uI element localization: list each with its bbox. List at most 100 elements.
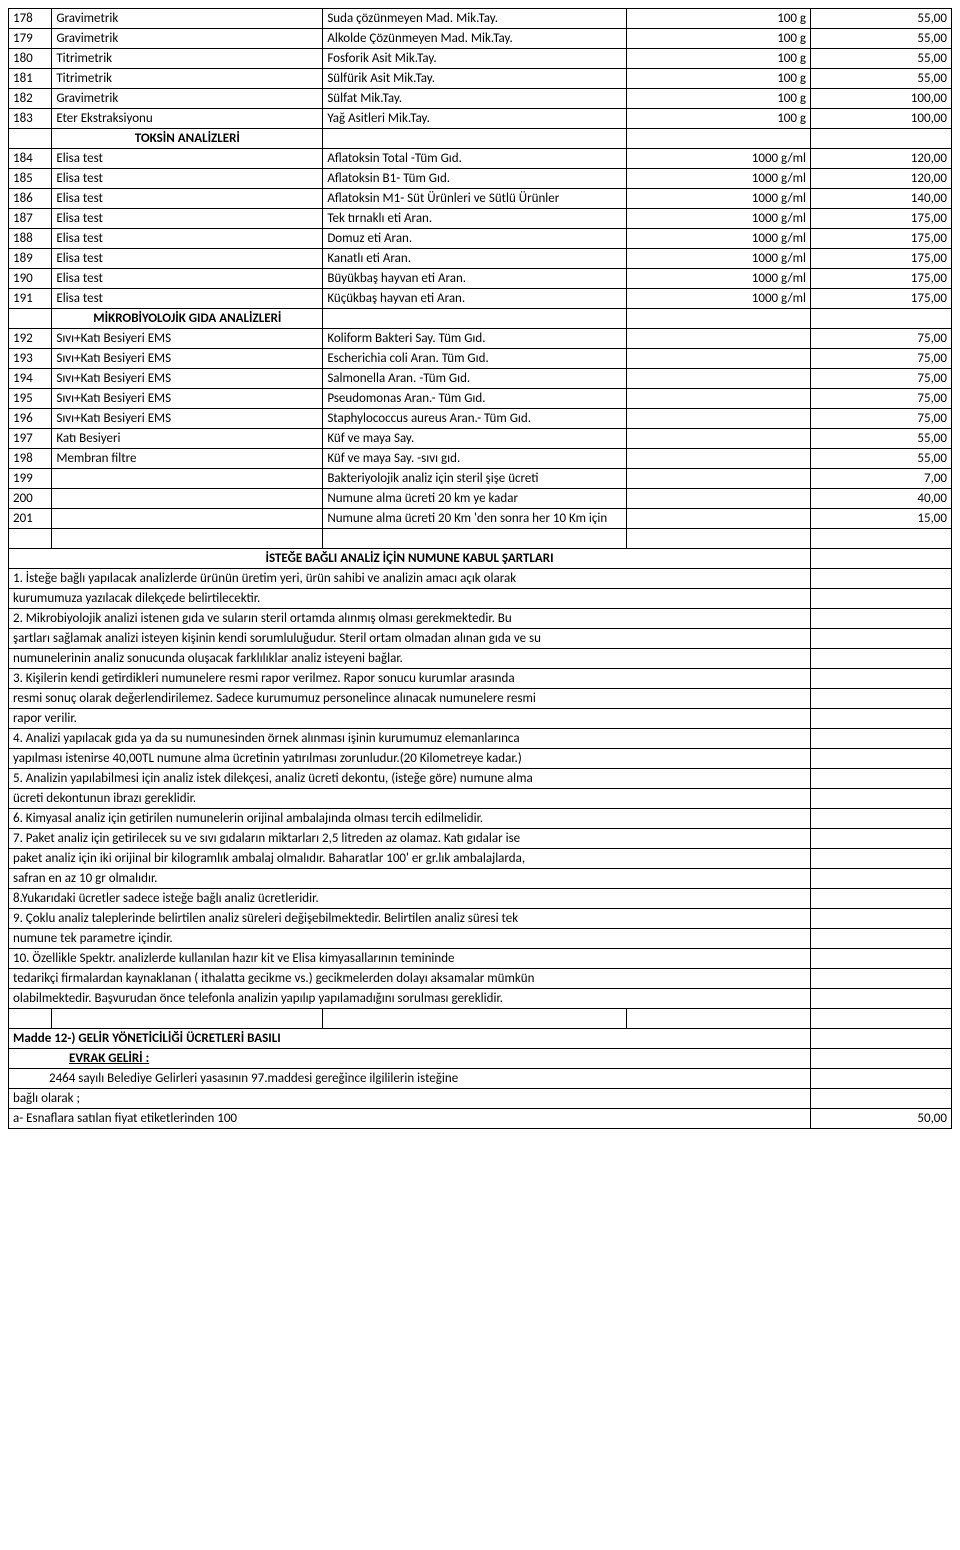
- cell-desc: Pseudomonas Aran.- Tüm Gıd.: [323, 389, 626, 409]
- text-line: 9. Çoklu analiz taleplerinde belirtilen …: [9, 909, 811, 929]
- cell-name: Elisa test: [52, 289, 323, 309]
- cell-num: 188: [9, 229, 52, 249]
- cell-qty: 1000 g/ml: [626, 149, 810, 169]
- cell-name: Elisa test: [52, 149, 323, 169]
- cell-num: 181: [9, 69, 52, 89]
- cell-num: 199: [9, 469, 52, 489]
- text-line: safran en az 10 gr olmalıdır.: [9, 869, 811, 889]
- cell-name: Elisa test: [52, 229, 323, 249]
- cell-num: 201: [9, 509, 52, 529]
- cell-name: Elisa test: [52, 209, 323, 229]
- cell-num: 186: [9, 189, 52, 209]
- cell-price: 175,00: [811, 289, 952, 309]
- text-line: 8.Yukarıdaki ücretler sadece isteğe bağl…: [9, 889, 811, 909]
- cell-price: 175,00: [811, 229, 952, 249]
- cell-qty: [626, 369, 810, 389]
- cell-name: Sıvı+Katı Besiyeri EMS: [52, 369, 323, 389]
- cell-num: 180: [9, 49, 52, 69]
- cell-desc: Aflatoksin M1- Süt Ürünleri ve Sütlü Ürü…: [323, 189, 626, 209]
- cell-price: 55,00: [811, 449, 952, 469]
- cell-price: 55,00: [811, 49, 952, 69]
- text-line: ücreti dekontunun ibrazı gereklidir.: [9, 789, 811, 809]
- cell-qty: [626, 449, 810, 469]
- cell-desc: Staphylococcus aureus Aran.- Tüm Gıd.: [323, 409, 626, 429]
- text-line: 5. Analizin yapılabilmesi için analiz is…: [9, 769, 811, 789]
- text-line: kurumumuza yazılacak dilekçede belirtile…: [9, 589, 811, 609]
- cell-num: 191: [9, 289, 52, 309]
- cell-desc: Aflatoksin Total -Tüm Gıd.: [323, 149, 626, 169]
- cell-price: 75,00: [811, 389, 952, 409]
- text-line: olabilmektedir. Başvurudan önce telefonl…: [9, 989, 811, 1009]
- cell-qty: 1000 g/ml: [626, 169, 810, 189]
- cell-qty: [626, 349, 810, 369]
- cell-qty: [626, 489, 810, 509]
- cell-price: 100,00: [811, 89, 952, 109]
- cell-desc: Suda çözünmeyen Mad. Mik.Tay.: [323, 9, 626, 29]
- cell-qty: 1000 g/ml: [626, 209, 810, 229]
- cell-name: [52, 469, 323, 489]
- cell-qty: 100 g: [626, 9, 810, 29]
- text-line: rapor verilir.: [9, 709, 811, 729]
- cell-num: 182: [9, 89, 52, 109]
- cell-name: Sıvı+Katı Besiyeri EMS: [52, 349, 323, 369]
- cell-desc: Küf ve maya Say.: [323, 429, 626, 449]
- cell-desc: Numune alma ücreti 20 Km 'den sonra her …: [323, 509, 626, 529]
- cell-desc: Numune alma ücreti 20 km ye kadar: [323, 489, 626, 509]
- text-line: 2464 sayılı Belediye Gelirleri yasasının…: [9, 1069, 811, 1089]
- cell-num: 198: [9, 449, 52, 469]
- cell-desc: Koliform Bakteri Say. Tüm Gıd.: [323, 329, 626, 349]
- text-line: yapılması istenirse 40,00TL numune alma …: [9, 749, 811, 769]
- cell-num: 200: [9, 489, 52, 509]
- cell-name: Titrimetrik: [52, 49, 323, 69]
- cell-desc: Yağ Asitleri Mik.Tay.: [323, 109, 626, 129]
- cell-name: Gravimetrik: [52, 29, 323, 49]
- cell-price: 55,00: [811, 29, 952, 49]
- text-line: numune tek parametre içindir.: [9, 929, 811, 949]
- cell-price: 75,00: [811, 329, 952, 349]
- cell-price: 15,00: [811, 509, 952, 529]
- cell-name: Eter Ekstraksiyonu: [52, 109, 323, 129]
- text-line: resmi sonuç olarak değerlendirilemez. Sa…: [9, 689, 811, 709]
- cell-num: 178: [9, 9, 52, 29]
- cell-price: 100,00: [811, 109, 952, 129]
- text-line: 6. Kimyasal analiz için getirilen numune…: [9, 809, 811, 829]
- cell-desc: Küçükbaş hayvan eti Aran.: [323, 289, 626, 309]
- cell-num: 192: [9, 329, 52, 349]
- evrak-title: EVRAK GELİRİ :: [9, 1049, 811, 1069]
- cell-price: 75,00: [811, 349, 952, 369]
- text-line: 3. Kişilerin kendi getirdikleri numunele…: [9, 669, 811, 689]
- cell-num: 194: [9, 369, 52, 389]
- cell-num: 183: [9, 109, 52, 129]
- cell-desc: Aflatoksin B1- Tüm Gıd.: [323, 169, 626, 189]
- cell-qty: 100 g: [626, 29, 810, 49]
- cell-name: Elisa test: [52, 249, 323, 269]
- cell-qty: [626, 409, 810, 429]
- cell-price: 140,00: [811, 189, 952, 209]
- cell-name: Sıvı+Katı Besiyeri EMS: [52, 329, 323, 349]
- cell-num: 195: [9, 389, 52, 409]
- cell-price: 175,00: [811, 249, 952, 269]
- section-header: TOKSİN ANALİZLERİ: [52, 129, 323, 149]
- cell-price: 7,00: [811, 469, 952, 489]
- cell-qty: 1000 g/ml: [626, 189, 810, 209]
- cell-qty: [626, 389, 810, 409]
- cell-name: Gravimetrik: [52, 9, 323, 29]
- cell-num: 184: [9, 149, 52, 169]
- footer-row-price: 50,00: [811, 1109, 952, 1129]
- cell-desc: Büyükbaş hayvan eti Aran.: [323, 269, 626, 289]
- cell-num: 197: [9, 429, 52, 449]
- madde-title: Madde 12-) GELİR YÖNETİCİLİĞİ ÜCRETLERİ …: [9, 1029, 811, 1049]
- cell-num: 187: [9, 209, 52, 229]
- cell-desc: Sülfat Mik.Tay.: [323, 89, 626, 109]
- cell-price: 75,00: [811, 369, 952, 389]
- cell-qty: 100 g: [626, 89, 810, 109]
- cell-price: 120,00: [811, 169, 952, 189]
- cell-desc: Tek tırnaklı eti Aran.: [323, 209, 626, 229]
- cell-qty: [626, 509, 810, 529]
- cell-name: Membran filtre: [52, 449, 323, 469]
- cell-desc: Küf ve maya Say. -sıvı gıd.: [323, 449, 626, 469]
- text-line: 4. Analizi yapılacak gıda ya da su numun…: [9, 729, 811, 749]
- cell-price: 40,00: [811, 489, 952, 509]
- cell-desc: Salmonella Aran. -Tüm Gıd.: [323, 369, 626, 389]
- cell-name: Elisa test: [52, 169, 323, 189]
